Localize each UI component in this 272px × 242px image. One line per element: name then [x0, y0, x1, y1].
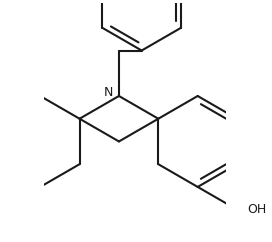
Text: OH: OH: [247, 203, 266, 216]
Text: N: N: [104, 86, 114, 99]
